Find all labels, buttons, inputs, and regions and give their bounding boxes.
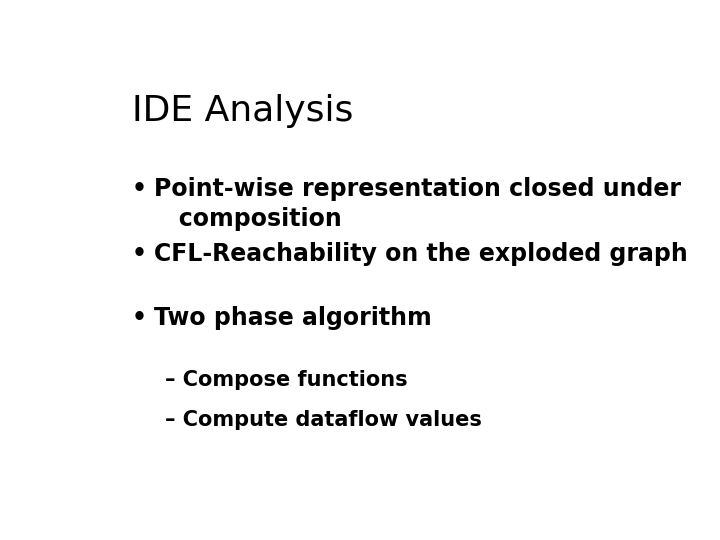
Text: – Compute dataflow values: – Compute dataflow values	[166, 410, 482, 430]
Text: IDE Analysis: IDE Analysis	[132, 94, 354, 128]
Text: – Compose functions: – Compose functions	[166, 370, 408, 390]
Text: •: •	[132, 241, 147, 266]
Text: CFL-Reachability on the exploded graph: CFL-Reachability on the exploded graph	[154, 241, 688, 266]
Text: •: •	[132, 177, 147, 201]
Text: Point-wise representation closed under
   composition: Point-wise representation closed under c…	[154, 177, 681, 231]
Text: •: •	[132, 306, 147, 330]
Text: Two phase algorithm: Two phase algorithm	[154, 306, 432, 330]
